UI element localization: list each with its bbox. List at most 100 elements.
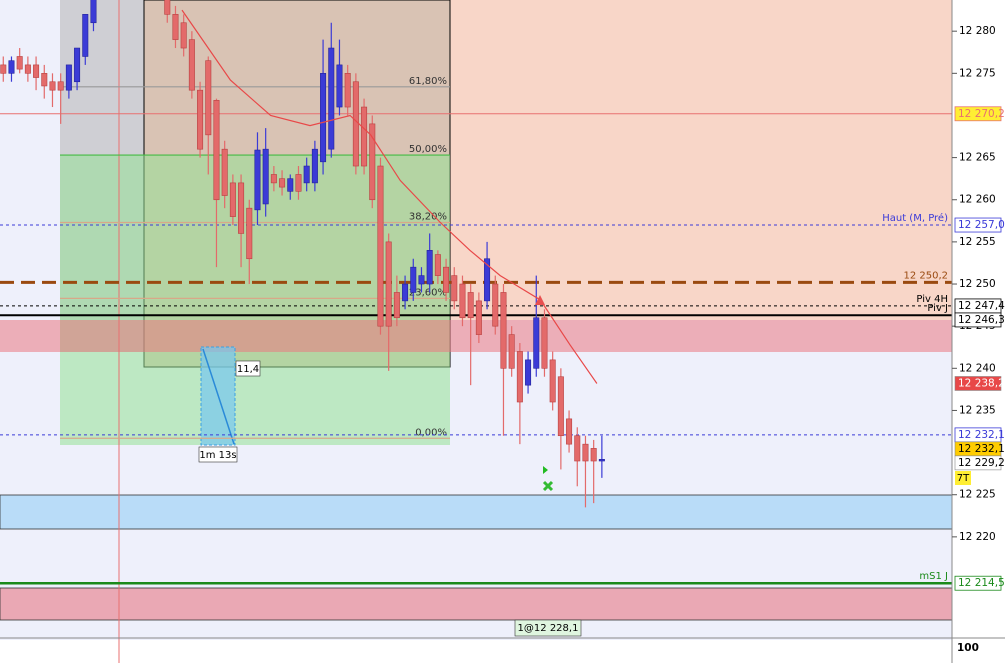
candle-body [443,266,450,293]
price-label: 12 246,3 [958,314,1005,326]
candle-body [459,283,466,319]
candle-body [484,258,491,302]
buy-marker [543,466,548,474]
candle-body [254,149,261,211]
fib-label: 0,00% [415,427,447,438]
candle-body [533,317,540,369]
candle-body [57,81,64,91]
y-tick-label: 12 250 [959,278,996,290]
zone-pink [0,587,953,621]
exit-marker [542,480,554,492]
level-label: mS1 J [919,571,948,582]
axis-labels: 12 280 12 275 12 265 12 260 12 255 12 250 12 2… [952,25,1005,591]
price-label: 12 257,0 [958,219,1005,231]
candle-body [180,22,187,49]
candle-body [33,64,40,78]
volume-label: 100 [957,642,979,654]
candle-body [65,64,72,91]
candle-body [320,73,327,163]
candle-body [434,254,441,276]
price-box [954,575,1002,591]
candle-body [525,359,532,386]
candle-body [566,418,573,445]
price-label: 12 270,2 [958,108,1005,120]
candle-body [393,292,400,319]
fib-label: 50,00% [409,144,447,155]
candle-body [500,292,507,369]
candle-body [279,178,286,188]
measure-time-box [198,446,238,463]
candle-body [549,359,556,403]
candle-body [557,376,564,437]
candle-body [0,64,7,74]
y-tick-label: 12 235 [959,404,996,416]
sell-marker [535,295,545,305]
candle-body [188,39,195,91]
candle-body [369,123,376,201]
y-tick-label: 12 255 [959,236,996,248]
candle-body [336,64,343,108]
candle-body [508,334,515,369]
candle-body [385,241,392,327]
y-tick-label: 12 280 [959,25,996,37]
price-tag: 12 238,2 [958,377,1005,389]
candle-body [197,89,204,150]
candle-body [270,174,277,184]
candle-body [492,283,499,327]
candle-body [90,0,97,24]
fib-label: 23,60% [409,287,447,298]
price-box [954,106,1002,122]
candle-body [172,14,179,40]
tag-7t: 7T [957,473,970,484]
candle-body [410,266,417,293]
candle-body [574,435,581,462]
price-label: 12 214,5 [958,577,1005,589]
candle-body [49,81,56,91]
candle-body [402,283,409,302]
candle-body [229,182,236,217]
candle-body [295,174,302,192]
price-tag-box [954,376,1002,391]
candle-body [262,148,269,205]
candle-body [344,73,351,108]
price-tag-box [954,455,1002,471]
y-tick-label: 12 260 [959,194,996,206]
candle-body [451,275,458,302]
candle-body [164,0,171,15]
measure-value: 11,4 [237,364,259,375]
fib-label: 61,80% [409,76,447,87]
fib-label: 38,20% [409,211,447,222]
candle-body [352,81,359,167]
level-label: Haut (M, Pré) [882,212,948,224]
candle-body [205,60,212,136]
candle-body [516,351,523,403]
level-label: Piv J [927,303,948,314]
zone-salmon [450,0,952,320]
order-label[interactable]: 1@12 228,1 [518,623,579,634]
candle-body [303,165,310,184]
candle-body [221,148,228,196]
candle-body [467,292,474,319]
price-box [954,312,1002,328]
candle-body [377,165,384,327]
price-tag: 12 229,2 [958,457,1005,469]
candle-body [24,64,31,74]
candle-body [418,275,425,285]
measure-value-box [235,360,261,377]
price-label: 12 232,1 [958,429,1005,441]
y-tick-label: 12 265 [959,152,996,164]
measure-line [202,348,235,445]
candle-body [598,459,605,462]
candle-body [238,182,245,234]
candle-body [246,207,253,260]
candle-body [426,250,433,285]
level-label: 12 250,2 [903,270,948,281]
candle-body [311,148,318,184]
zone-blue [0,494,953,530]
candle-body [541,317,548,369]
y-tick-label: 12 220 [959,531,996,543]
price-box [954,217,1002,233]
order-box[interactable] [514,619,582,637]
candle-body [475,300,482,335]
